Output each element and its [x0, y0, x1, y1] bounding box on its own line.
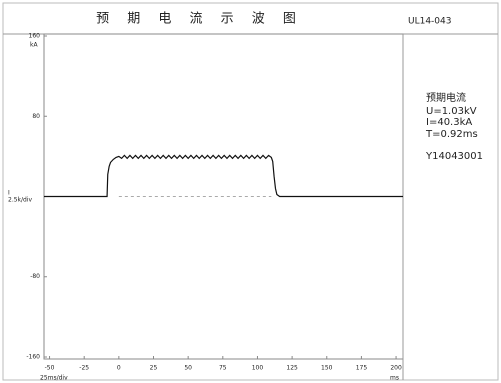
x-tick-label: 150 [321, 365, 333, 372]
x-tick-label: 175 [356, 365, 368, 372]
x-unit: ms [390, 375, 399, 382]
y-tick-label: -160 [26, 353, 40, 360]
y-tick-label: 160 [29, 33, 41, 40]
info-line: U=1.03kV [426, 106, 477, 117]
info-line: I=40.3kA [426, 117, 472, 128]
x-tick-label: -25 [79, 365, 89, 372]
x-tick-label: 50 [184, 365, 192, 372]
y-scale: 2.5k/div [8, 197, 33, 204]
x-scale: 25ms/div [40, 375, 68, 382]
chart-title: 预 期 电 流 示 波 图 [96, 12, 296, 27]
x-tick-label: 125 [286, 365, 298, 372]
line [44, 154, 403, 198]
code: UL14-043 [408, 17, 451, 27]
x-tick-label: 25 [150, 365, 158, 372]
y-tick-label: 80 [32, 113, 40, 120]
x-tick-label: 0 [117, 365, 121, 372]
x-tick-label: 200 [390, 365, 402, 372]
x-tick-label: -50 [45, 365, 55, 372]
y-unit: kA [30, 42, 38, 49]
y-name: I [8, 190, 10, 197]
info-heading: 预期电流 [426, 91, 466, 104]
info-line: T=0.92ms [425, 129, 478, 140]
y-tick-label: -80 [30, 273, 40, 280]
info-id: Y14043001 [425, 151, 483, 162]
x-tick-label: 75 [219, 365, 227, 372]
x-tick-label: 100 [252, 365, 264, 372]
